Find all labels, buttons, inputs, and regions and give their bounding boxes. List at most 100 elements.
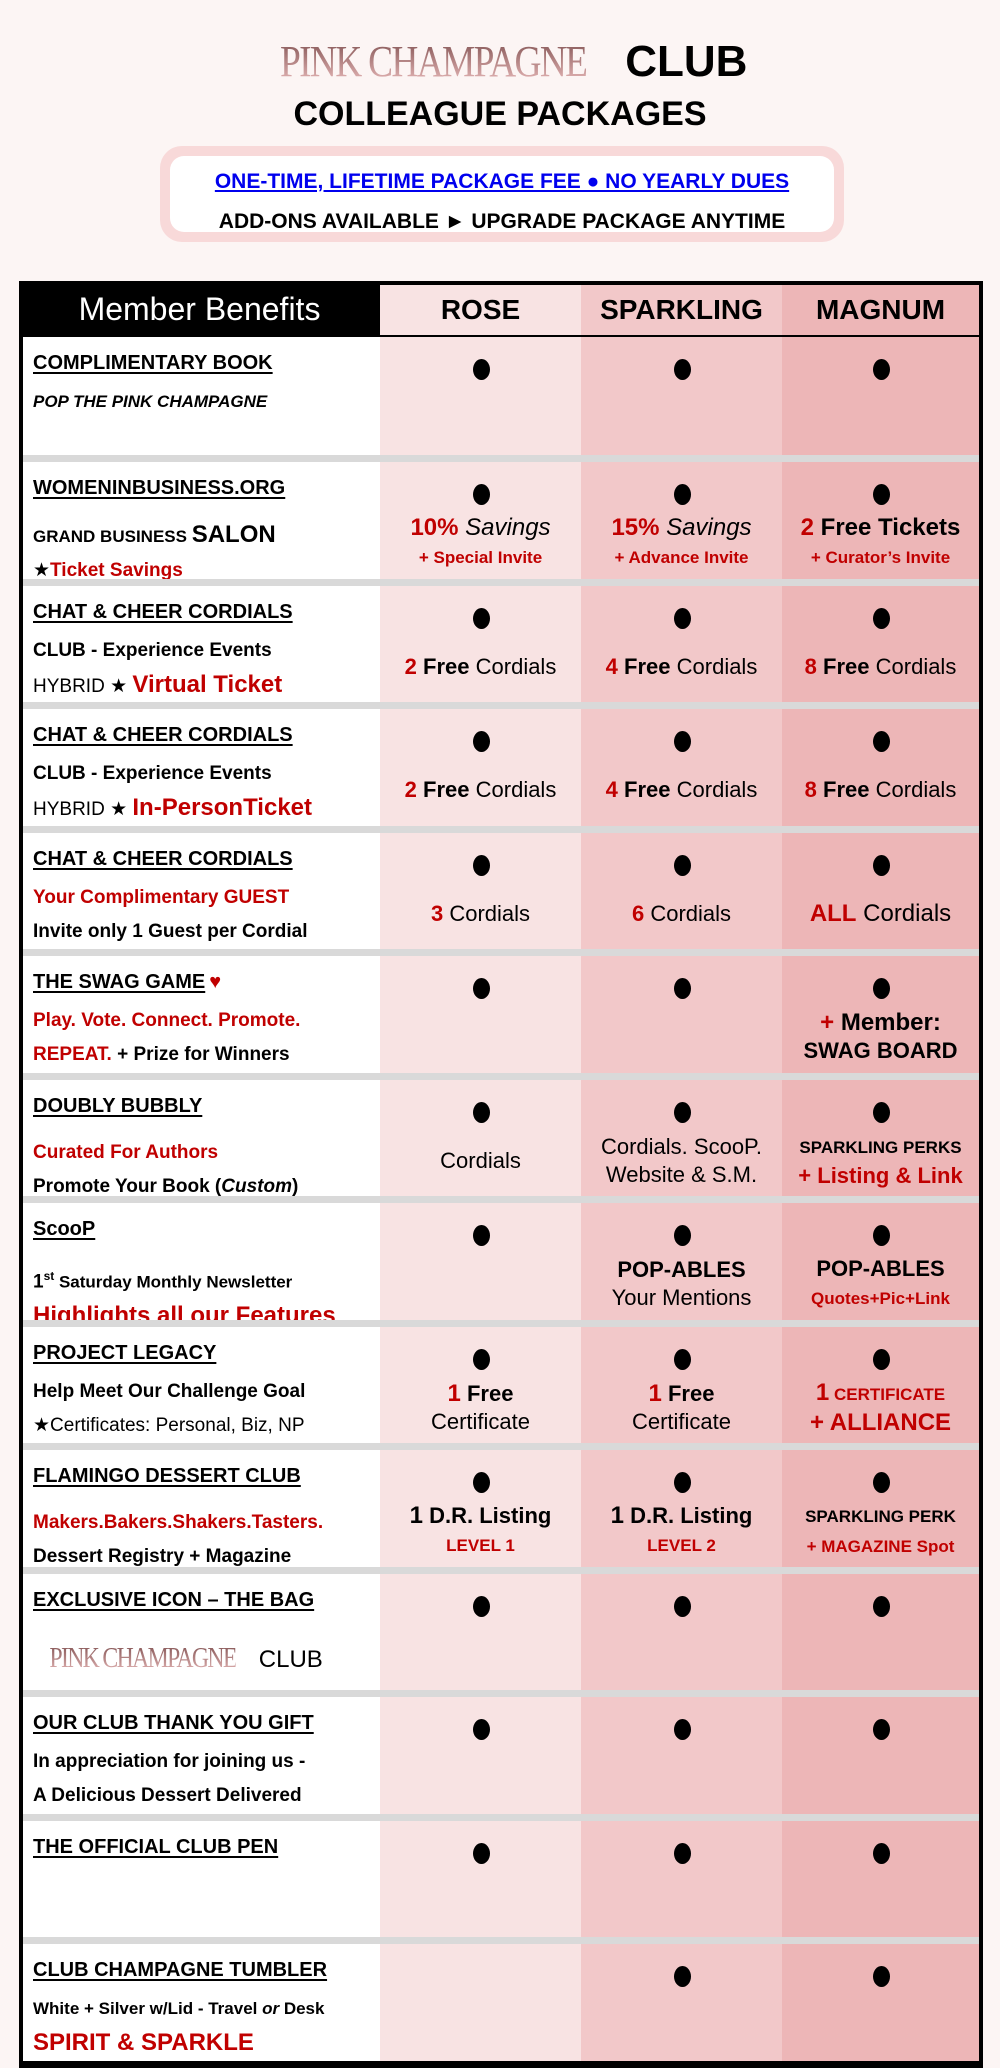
description-line: Dessert Registry + Magazine [33,1540,380,1574]
heart-icon: ♥ [209,971,222,993]
text-segment: Member: [834,1009,941,1037]
text-segment: A Delicious Dessert Delivered [33,1785,302,1806]
description-line: GRAND BUSINESS SALON [33,518,380,554]
benefit-description: Your Complimentary GUEST Invite only 1 Gu… [33,881,380,949]
table-row: CLUB CHAMPAGNE TUMBLER White + Silver w/L… [23,1944,979,2061]
cell-value [581,1873,782,1932]
benefit-heading: CHAT & CHEER CORDIALS [33,598,380,626]
text-segment: 10% [410,514,459,542]
row-separator [23,1443,979,1450]
value-line: 6 Cordials [632,900,731,928]
included-dot-icon [872,359,890,380]
included-dot-icon [872,1966,890,1987]
text-segment: + Special Invite [418,548,543,568]
benefit-description: GRAND BUSINESS SALON ★Ticket Savings [33,518,380,588]
text-segment: Virtual Ticket [132,670,283,698]
benefit-label: CHAT & CHEER CORDIALS CLUB - Experience E… [23,709,380,826]
value-line: Certificate [431,1408,530,1436]
cell-value: 1 CERTIFICATE + ALLIANCE [782,1379,979,1438]
cell-value: 8 Free Cordials [782,761,979,820]
text-segment: 3 [430,900,444,926]
included-dot-icon [872,731,890,752]
row-separator [23,825,979,833]
value-line: 1 CERTIFICATE [816,1379,945,1409]
text-segment: st [43,1269,55,1283]
benefit-description: Makers.Bakers.Shakers.Tasters. Dessert Re… [33,1506,380,1574]
cell-magnum: POP-ABLES Quotes+Pic+Link [782,1203,979,1320]
benefit-description: POP THE PINK CHAMPAGNE [33,385,380,419]
text-segment: Cordials [869,653,957,679]
cell-value: Cordials. ScooP. Website & S.M. [581,1132,782,1191]
benefit-heading-text: COMPLIMENTARY BOOK [33,352,273,374]
cell-value [782,1626,979,1685]
text-segment: 2 [404,777,417,803]
table-row: ScooP 1st Saturday Monthly Newsletter High… [23,1203,979,1329]
text-segment: SPIRIT & SPARKLE [33,2029,254,2056]
text-segment: Free [416,653,470,679]
benefit-heading: CLUB CHAMPAGNE TUMBLER [33,1956,380,1984]
included-dot-icon [673,1595,691,1617]
package-fee-link[interactable]: ONE-TIME, LIFETIME PACKAGE FEE ● NO YEAR… [214,170,790,193]
text-segment: Free [617,653,671,679]
text-segment: Cordials. ScooP. [600,1133,762,1159]
value-line: Website & S.M. [606,1161,757,1189]
text-segment: Free [617,777,671,803]
benefit-heading: DOUBLY BUBBLY [33,1092,380,1120]
value-line: Cordials [440,1147,521,1175]
benefit-label: DOUBLY BUBBLY Curated For Authors Promote … [23,1079,380,1197]
included-dot-icon [472,484,490,505]
description-line: HYBRID ★ Virtual Ticket [33,668,380,704]
value-line: + Advance Invite [614,542,748,572]
cell-sparkling: 4 Free Cordials [581,709,782,826]
addons-note: ADD-ONS AVAILABLE ► UPGRADE PACKAGE ANYT… [218,210,786,233]
cell-sparkling [581,337,782,455]
cell-rose: 3 Cordials [380,832,581,949]
text-segment: SALON [191,521,276,548]
text-segment: Cordials [440,1147,521,1173]
benefit-heading-text: CHAT & CHEER CORDIALS [33,724,293,746]
benefit-heading: PROJECT LEGACY [33,1339,380,1367]
benefit-heading: COMPLIMENTARY BOOK [33,349,380,377]
description-line: ★Certificates: Personal, Biz, NP [33,1409,380,1443]
text-segment: Free [661,1380,715,1406]
header-rose: ROSE [380,285,581,335]
value-line: + Member: [820,1009,941,1037]
text-segment: LEVEL 2 [647,1536,716,1556]
table-header: Member Benefits ROSE SPARKLING MAGNUM [19,281,983,337]
benefit-heading: CHAT & CHEER CORDIALS [33,845,380,873]
text-segment: Cordials [670,777,758,803]
cell-rose [380,1203,581,1320]
text-segment: In-PersonTicket [132,794,313,821]
header-magnum: MAGNUM [782,285,979,335]
description-line: POP THE PINK CHAMPAGNE [33,385,380,419]
text-segment: Cordials [469,653,557,679]
table-row: CHAT & CHEER CORDIALS CLUB - Experience E… [23,585,979,704]
table-row: PROJECT LEGACY Help Meet Our Challenge Go… [23,1326,979,1443]
cell-value [581,389,782,449]
value-line: 1 Free [448,1380,514,1408]
cell-value: + Member: SWAG BOARD [782,1008,979,1067]
cell-magnum: 1 CERTIFICATE + ALLIANCE [782,1326,979,1443]
value-line: LEVEL 2 [647,1530,716,1560]
cell-magnum [782,1820,979,1937]
cell-magnum [782,337,979,455]
cell-magnum: 8 Free Cordials [782,585,979,702]
text-segment: 1 [447,1379,461,1407]
text-segment: Free [816,653,870,679]
included-dot-icon [872,1348,890,1370]
benefit-description: White + Silver w/Lid - Travel or Desk SPI… [33,1992,380,2062]
text-segment: POP-ABLES [816,1256,945,1282]
text-segment: Savings [458,514,551,542]
benefit-label: ScooP 1st Saturday Monthly Newsletter High… [23,1203,380,1329]
included-dot-icon [872,1842,890,1864]
table-row: FLAMINGO DESSERT CLUB Makers.Bakers.Shake… [23,1450,979,1567]
included-dot-icon [872,854,890,876]
included-dot-icon [472,1348,490,1370]
cell-value: 1 Free Certificate [581,1379,782,1438]
text-segment: + Curator’s Invite [810,548,951,568]
description-line: Makers.Bakers.Shakers.Tasters. [33,1506,380,1540]
benefit-heading-text: WOMENINBUSINESS.ORG [33,477,286,499]
notice-box: ONE-TIME, LIFETIME PACKAGE FEE ● NO YEAR… [160,146,844,242]
cell-rose [380,1573,581,1690]
value-line: + Special Invite [419,542,542,572]
